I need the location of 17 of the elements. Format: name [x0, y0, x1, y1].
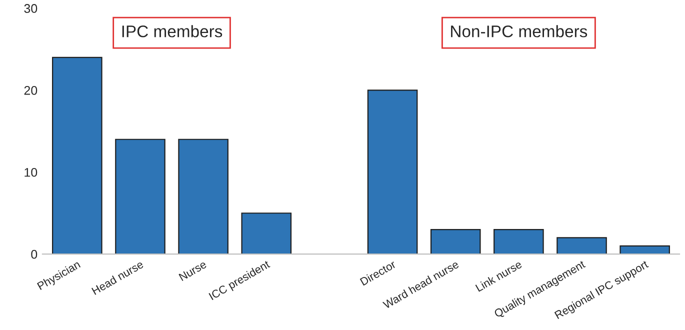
- x-tick-label: Nurse: [178, 260, 207, 282]
- bar: [556, 237, 607, 254]
- y-tick-label: 10: [24, 168, 38, 177]
- x-tick-label: Link nurse: [475, 260, 522, 292]
- bar: [430, 228, 481, 254]
- bar: [494, 228, 544, 254]
- bar: [52, 56, 102, 254]
- y-tick-label: 30: [24, 4, 38, 13]
- bar: [115, 138, 166, 254]
- annotation: IPC members: [122, 25, 222, 38]
- bar: [178, 138, 228, 254]
- bar: [367, 90, 418, 254]
- y-tick-label: 20: [24, 86, 38, 95]
- bar: [241, 212, 292, 254]
- annotation: Non-IPC members: [451, 25, 588, 38]
- bar: [620, 245, 670, 254]
- y-tick-label: 0: [31, 250, 38, 259]
